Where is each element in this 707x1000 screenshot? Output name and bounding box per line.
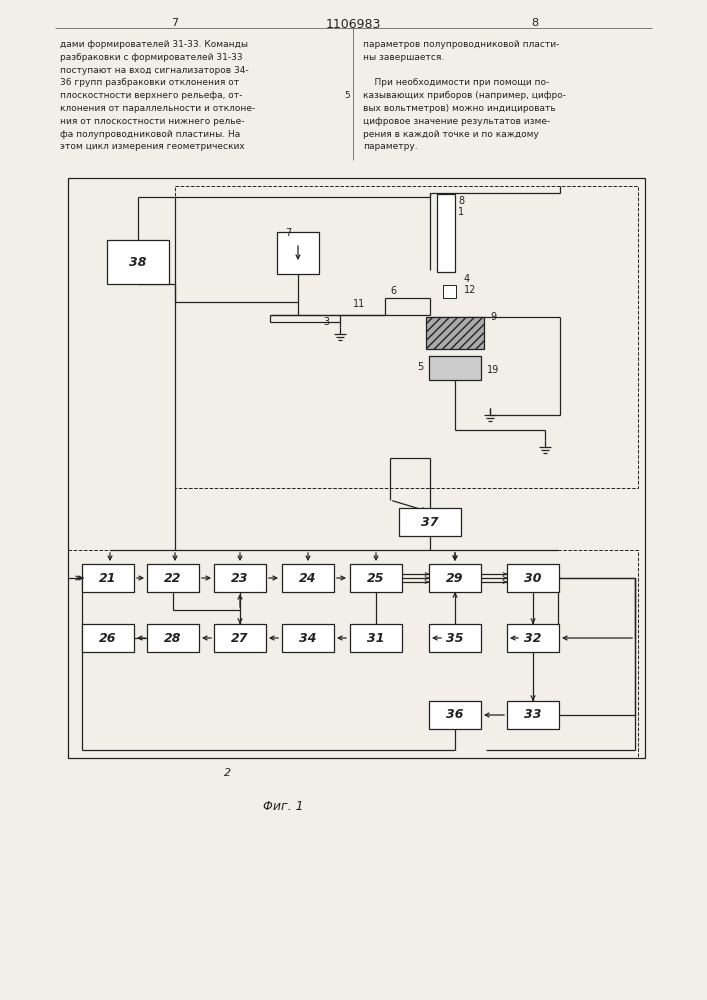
Bar — [214, 564, 266, 592]
Text: 22: 22 — [164, 572, 182, 584]
Text: ния от плоскостности нижнего релье-: ния от плоскостности нижнего релье- — [60, 117, 245, 126]
Bar — [107, 240, 169, 284]
Bar — [350, 564, 402, 592]
Bar — [429, 701, 481, 729]
Bar — [68, 550, 638, 758]
Text: 7: 7 — [171, 18, 179, 28]
Text: 29: 29 — [446, 572, 464, 584]
Text: 34: 34 — [299, 632, 317, 645]
Text: 6: 6 — [390, 286, 396, 296]
Text: дами формирователей 31-33. Команды: дами формирователей 31-33. Команды — [60, 40, 248, 49]
Text: 25: 25 — [367, 572, 385, 584]
Text: 33: 33 — [525, 708, 542, 722]
Text: параметру.: параметру. — [363, 142, 418, 151]
Text: плоскостности верхнего рельефа, от-: плоскостности верхнего рельефа, от- — [60, 91, 243, 100]
Text: параметров полупроводниковой пласти-: параметров полупроводниковой пласти- — [363, 40, 559, 49]
Bar — [214, 624, 266, 652]
Bar — [82, 624, 134, 652]
Text: 7: 7 — [285, 228, 291, 238]
Text: 24: 24 — [299, 572, 317, 584]
Text: 37: 37 — [421, 516, 439, 528]
Text: 1106983: 1106983 — [325, 18, 380, 31]
Text: фа полупроводниковой пластины. На: фа полупроводниковой пластины. На — [60, 130, 240, 139]
Text: 4: 4 — [464, 274, 470, 284]
Text: разбраковки с формирователей 31-33: разбраковки с формирователей 31-33 — [60, 53, 243, 62]
Text: При необходимости при помощи по-: При необходимости при помощи по- — [363, 78, 549, 87]
Text: 19: 19 — [487, 365, 499, 375]
Bar — [277, 232, 319, 274]
Bar — [282, 564, 334, 592]
Bar — [443, 284, 457, 298]
Text: 36: 36 — [446, 708, 464, 722]
Text: 36 групп разбраковки отклонения от: 36 групп разбраковки отклонения от — [60, 78, 239, 87]
Text: 27: 27 — [231, 632, 249, 645]
Text: 30: 30 — [525, 572, 542, 584]
Bar — [429, 624, 481, 652]
Bar — [147, 564, 199, 592]
Text: 35: 35 — [446, 632, 464, 645]
Bar — [82, 564, 134, 592]
Bar — [429, 356, 481, 380]
Text: рения в каждой точке и по каждому: рения в каждой точке и по каждому — [363, 130, 539, 139]
Text: 23: 23 — [231, 572, 249, 584]
Text: 8: 8 — [532, 18, 539, 28]
Text: 32: 32 — [525, 632, 542, 645]
Bar — [175, 186, 638, 488]
Text: 12: 12 — [464, 285, 477, 295]
Text: Φиг. 1: Φиг. 1 — [263, 800, 303, 813]
Text: клонения от параллельности и отклоне-: клонения от параллельности и отклоне- — [60, 104, 255, 113]
Text: 28: 28 — [164, 632, 182, 645]
Text: поступают на вход сигнализаторов 34-: поступают на вход сигнализаторов 34- — [60, 66, 249, 75]
Text: 3: 3 — [323, 317, 329, 327]
Text: 2: 2 — [224, 768, 232, 778]
Bar — [507, 624, 559, 652]
Bar — [68, 178, 645, 758]
Text: 9: 9 — [490, 312, 496, 322]
Text: казывающих приборов (например, цифро-: казывающих приборов (например, цифро- — [363, 91, 566, 100]
Text: 1: 1 — [458, 207, 464, 217]
Text: 8: 8 — [458, 196, 464, 206]
Bar — [147, 624, 199, 652]
Text: 31: 31 — [367, 632, 385, 645]
Text: вых вольтметров) можно индицировать: вых вольтметров) можно индицировать — [363, 104, 556, 113]
Text: 38: 38 — [129, 255, 147, 268]
Bar — [437, 194, 455, 272]
Bar — [507, 564, 559, 592]
Text: 11: 11 — [353, 299, 366, 309]
Bar — [399, 508, 461, 536]
Text: этом цикл измерения геометрических: этом цикл измерения геометрических — [60, 142, 245, 151]
Text: 5: 5 — [417, 362, 423, 372]
Bar — [350, 624, 402, 652]
Text: 26: 26 — [99, 632, 117, 645]
Bar — [426, 317, 484, 349]
Bar — [429, 564, 481, 592]
Text: 21: 21 — [99, 572, 117, 584]
Text: 5: 5 — [344, 91, 350, 100]
Bar — [282, 624, 334, 652]
Text: ны завершается.: ны завершается. — [363, 53, 444, 62]
Bar — [507, 701, 559, 729]
Text: цифровое значение результатов изме-: цифровое значение результатов изме- — [363, 117, 550, 126]
